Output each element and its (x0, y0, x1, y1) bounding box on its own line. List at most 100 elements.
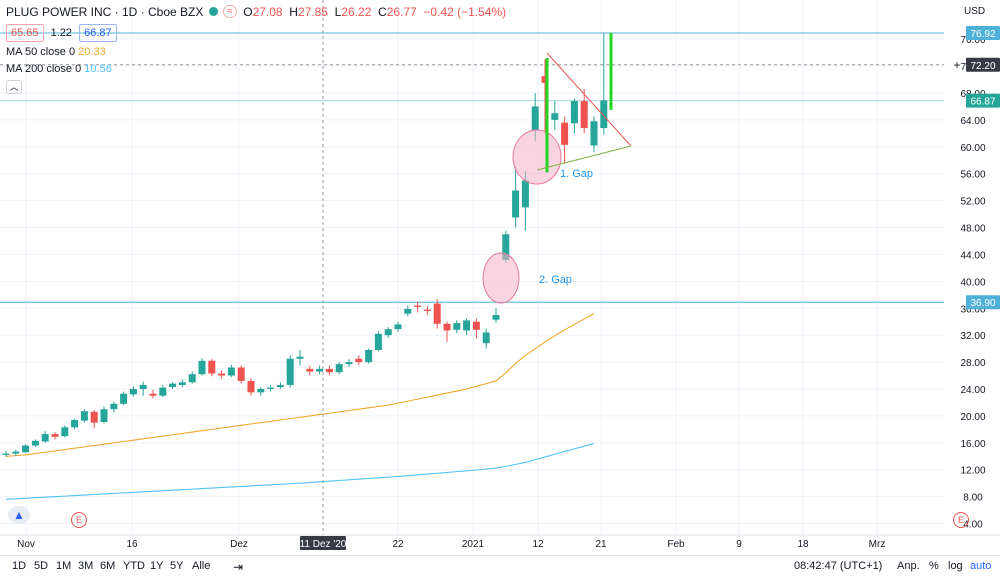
candle (512, 167, 520, 228)
candle-body (198, 360, 206, 375)
price-tick-label: 52.00 (960, 197, 985, 208)
time-axis[interactable]: Nov 16 Dez 22 2021 12 21 Feb 9 18 Mrz 11 Dez '20 (0, 534, 1000, 550)
top-price-tag-bg (966, 26, 1000, 40)
range-3m[interactable]: 3M (78, 560, 94, 572)
range-1y[interactable]: 1Y (150, 560, 164, 572)
candle-body (345, 362, 353, 365)
candle (345, 359, 353, 367)
candle-body (570, 101, 578, 124)
price-axis-bg (944, 0, 1000, 535)
candle-body (531, 106, 539, 131)
drawings[interactable]: 1. Gap 2. Gap (482, 33, 632, 304)
candle (482, 328, 490, 349)
candle (541, 59, 549, 134)
open-value: 27.08 (252, 4, 283, 19)
candle (492, 308, 500, 324)
ma200-legend[interactable]: MA 200 close 0 10.56 (6, 63, 112, 75)
ma200-label: MA 200 close 0 (6, 63, 82, 76)
range-1d[interactable]: 1D (12, 560, 27, 572)
candle-body (100, 409, 108, 422)
candle (178, 379, 186, 387)
ma50-line (5, 313, 595, 457)
range-all[interactable]: Alle (192, 560, 211, 572)
candle (71, 418, 79, 430)
candle (472, 318, 480, 339)
candle-body (600, 100, 608, 128)
crosshair-date-label: 11 Dez '20 (300, 539, 347, 550)
candle-body (227, 367, 235, 376)
candle (443, 321, 451, 342)
tradingview-logo-icon[interactable]: ▲ (8, 506, 30, 524)
currency-label[interactable]: USD (964, 6, 986, 17)
candle-body (267, 387, 275, 390)
candle-body (492, 315, 500, 320)
bid-box[interactable]: 65.65 (6, 24, 44, 42)
range-6m[interactable]: 6M (100, 560, 116, 572)
earnings-marker-icon[interactable]: E (71, 512, 87, 528)
candle-body (218, 373, 226, 376)
candle (267, 384, 275, 392)
candle (12, 449, 20, 457)
candle-body (257, 389, 265, 393)
gap1-label: 1. Gap (560, 168, 593, 180)
close-label: C (378, 4, 387, 19)
candle-body (12, 451, 20, 454)
last-price-tag: 66.87 (970, 97, 995, 108)
auto-toggle[interactable]: auto (970, 560, 992, 572)
candle (188, 371, 196, 384)
candle (316, 365, 324, 375)
spread-value: 1.22 (50, 27, 73, 39)
candle (561, 116, 569, 164)
candle (463, 318, 471, 336)
crosshair-plus-icon: + (953, 58, 960, 72)
earnings-marker-icon[interactable]: E (953, 512, 969, 528)
candles (2, 33, 608, 457)
range-1m[interactable]: 1M (56, 560, 72, 572)
ma50-legend[interactable]: MA 50 close 0 20.33 (6, 46, 106, 58)
candle-body (188, 374, 196, 383)
candle-body (374, 333, 382, 350)
goto-date-icon[interactable]: ⇥ (233, 560, 244, 574)
candle (90, 409, 98, 429)
price-axis[interactable]: 4.00 8.00 12.00 16.00 20.00 24.00 28.00 32.00 36… (944, 0, 1000, 535)
crosshair-price-tag-bg (966, 57, 1000, 72)
candle-body (521, 180, 529, 208)
open-label: O (243, 4, 253, 19)
low-value: 26.22 (341, 4, 372, 19)
time-tick-label: 18 (797, 539, 809, 550)
candle-body (384, 329, 392, 336)
grid (0, 0, 944, 535)
candle-body (551, 113, 559, 120)
percent-toggle[interactable]: % (929, 560, 939, 572)
candle (22, 444, 30, 453)
candle-body (355, 358, 363, 363)
candle-body (512, 190, 520, 218)
candle-body (286, 358, 294, 385)
candle (394, 321, 402, 332)
candle (159, 384, 167, 398)
candle (31, 439, 39, 447)
clock-time[interactable]: 08:42:47 (UTC+1) (794, 560, 883, 572)
price-chart[interactable]: 1. Gap 2. Gap 4.00 8.00 12.00 16.00 20.00 24.0… (0, 0, 1000, 555)
collapse-chevron-icon[interactable]: ︿ (6, 80, 22, 94)
candle-body (414, 305, 422, 307)
candle-body (2, 453, 10, 455)
approx-icon[interactable]: ≈ (223, 5, 237, 19)
price-tick-label: 60.00 (960, 143, 985, 154)
range-5d[interactable]: 5D (34, 560, 49, 572)
price-tick-label: 44.00 (960, 250, 985, 261)
candle (208, 358, 216, 377)
time-tick-label: 16 (126, 539, 138, 550)
adjust-toggle[interactable]: Anp. (897, 560, 920, 572)
ask-box[interactable]: 66.87 (79, 24, 117, 42)
high-value: 27.85 (297, 4, 328, 19)
support-price-tag-bg (966, 295, 1000, 310)
log-toggle[interactable]: log (948, 560, 963, 572)
candle-body (580, 101, 588, 128)
range-5y[interactable]: 5Y (170, 560, 184, 572)
candle-body (169, 383, 177, 387)
candle (218, 370, 226, 379)
range-ytd[interactable]: YTD (123, 560, 145, 572)
candle (453, 320, 461, 334)
low-label: L (334, 4, 342, 19)
